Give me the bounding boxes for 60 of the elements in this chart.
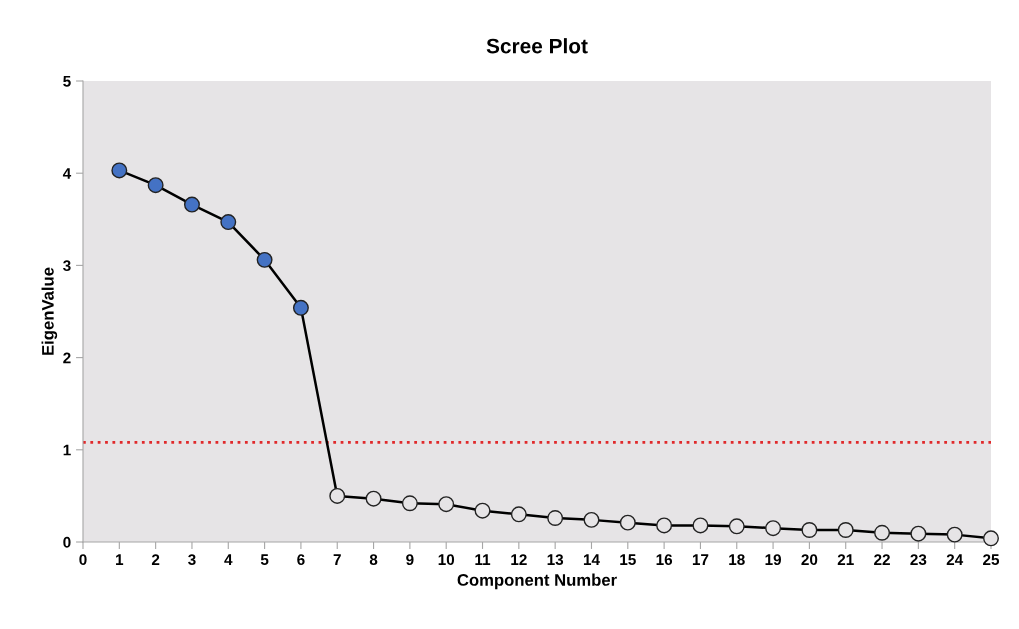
y-tick-label: 4 — [62, 168, 72, 179]
point — [910, 525, 927, 542]
x-tick-label: 25 — [983, 554, 1000, 566]
point — [983, 530, 999, 547]
x-tick-label: 5 — [260, 554, 269, 566]
x-tick-label: 0 — [79, 554, 87, 566]
x-tick-label: 24 — [946, 554, 964, 565]
x-tick-label: 2 — [151, 554, 160, 565]
point — [474, 502, 491, 519]
point — [837, 522, 854, 538]
point — [365, 490, 382, 507]
point — [728, 518, 745, 535]
x-axis-title: Component Number — [457, 573, 617, 590]
point — [874, 524, 891, 541]
y-tick-label: 1 — [63, 444, 71, 456]
x-tick-label: 11 — [475, 554, 491, 565]
x-tick-label: 9 — [406, 554, 414, 566]
point — [692, 517, 709, 534]
x-tick-label: 4 — [224, 554, 233, 565]
x-tick-label: 1 — [116, 554, 124, 565]
x-tick-label: 19 — [765, 554, 782, 566]
y-tick-label: 3 — [63, 260, 71, 272]
x-tick-label: 8 — [369, 554, 378, 566]
point — [946, 526, 963, 543]
x-tick-label: 13 — [547, 554, 564, 566]
point — [292, 299, 309, 316]
point — [329, 487, 346, 504]
y-axis-title: EigenValue — [41, 267, 58, 355]
x-tick-label: 10 — [438, 554, 455, 566]
y-tick-label: 5 — [63, 76, 71, 87]
point — [111, 162, 128, 179]
point — [256, 251, 273, 268]
point — [183, 196, 200, 213]
x-tick-label: 6 — [297, 554, 305, 566]
point — [438, 496, 455, 513]
x-tick-label: 3 — [188, 554, 196, 566]
chart-title: Scree Plot — [486, 38, 588, 54]
point — [147, 177, 164, 194]
y-tick-label: 2 — [63, 352, 71, 364]
point — [801, 522, 818, 538]
point — [220, 214, 237, 231]
x-tick-label: 17 — [692, 554, 709, 565]
x-tick-label: 22 — [874, 554, 890, 565]
x-tick-label: 20 — [801, 554, 818, 566]
point — [510, 506, 527, 523]
x-tick-label: 7 — [333, 554, 341, 565]
y-tick-label: 0 — [63, 536, 71, 548]
point — [401, 495, 418, 512]
x-tick-label: 16 — [656, 554, 673, 566]
x-tick-label: 23 — [910, 554, 927, 566]
x-tick-label: 14 — [583, 554, 600, 565]
point — [656, 517, 673, 534]
x-tick-label: 18 — [729, 554, 745, 566]
point — [619, 514, 636, 531]
x-tick-label: 12 — [511, 554, 527, 565]
point — [765, 520, 782, 537]
point — [583, 511, 600, 528]
x-tick-label: 15 — [620, 554, 636, 566]
x-tick-label: 21 — [837, 554, 854, 565]
point — [547, 510, 564, 527]
